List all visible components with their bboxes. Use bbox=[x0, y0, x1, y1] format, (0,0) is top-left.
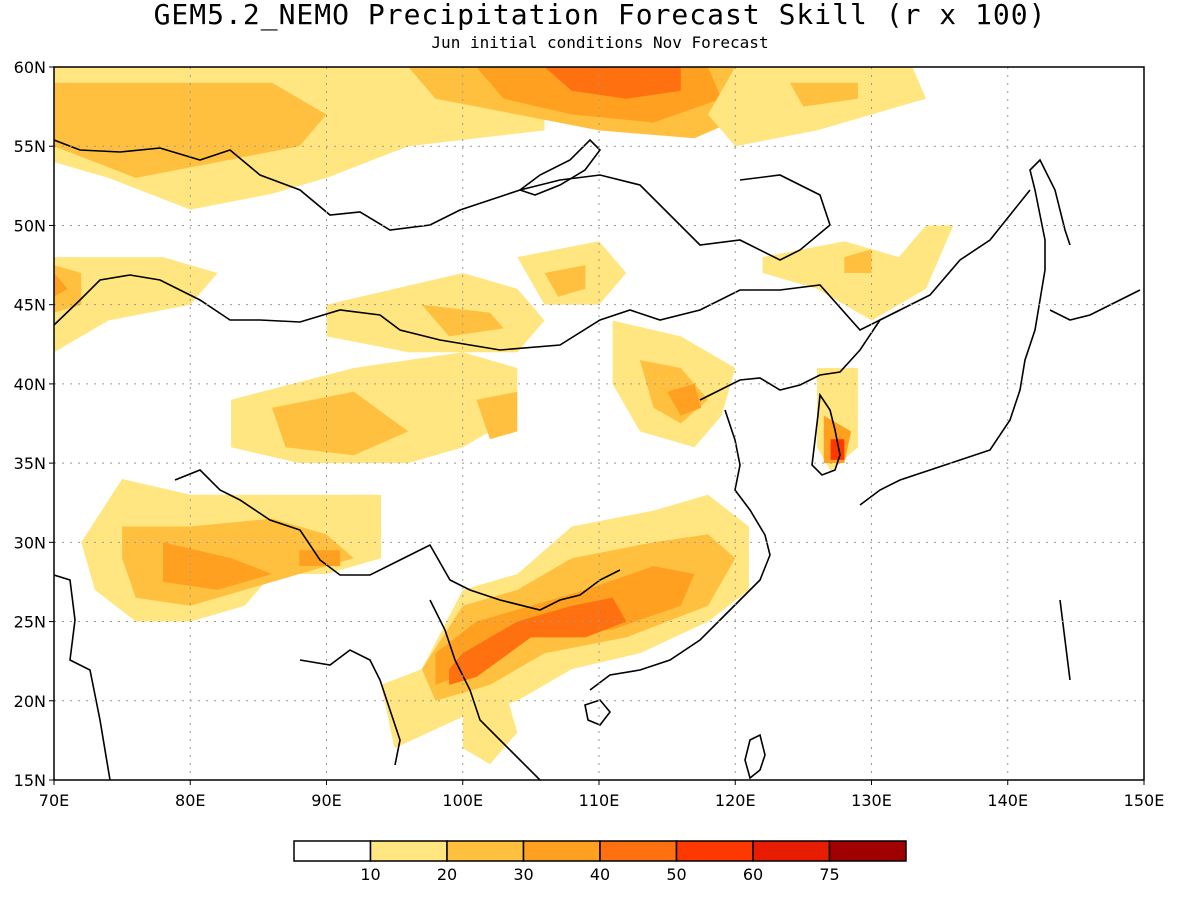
lat-tick-label: 20N bbox=[14, 692, 46, 711]
colorbar-swatch bbox=[369, 840, 448, 862]
skill-region-level-2 bbox=[421, 304, 504, 337]
skill-region-level-2 bbox=[272, 391, 409, 456]
lat-tick-label: 35N bbox=[14, 454, 46, 473]
coastline-path bbox=[518, 138, 602, 196]
colorbar-swatch bbox=[828, 840, 907, 862]
skill-region-level-2 bbox=[476, 391, 518, 440]
colorbar-label: 40 bbox=[590, 865, 610, 884]
skill-region-level-2 bbox=[54, 82, 327, 178]
colorbar-label: 30 bbox=[513, 865, 533, 884]
lat-tick-label: 25N bbox=[14, 613, 46, 632]
grid-lines bbox=[54, 67, 1144, 780]
coastline-path bbox=[1049, 289, 1141, 321]
skill-contours bbox=[54, 67, 954, 765]
skill-region-level-5 bbox=[830, 439, 845, 460]
skill-region-level-1 bbox=[708, 67, 926, 147]
colorbar-legend: 10 20 30 40 50 60 75 bbox=[293, 840, 907, 884]
skill-region-level-2 bbox=[54, 265, 82, 313]
colorbar-swatch bbox=[752, 840, 831, 862]
lat-tick-label: 15N bbox=[14, 771, 46, 790]
coastline-path bbox=[1059, 599, 1071, 681]
skill-region-level-3 bbox=[54, 273, 68, 297]
skill-region-level-4 bbox=[544, 67, 681, 99]
colorbar-swatch bbox=[293, 840, 372, 862]
coastline-path bbox=[744, 733, 766, 780]
coastline-path bbox=[811, 392, 841, 476]
skill-region-level-3 bbox=[667, 383, 702, 416]
coastline-path bbox=[54, 139, 831, 261]
colorbar-label: 20 bbox=[437, 865, 457, 884]
skill-region-level-2 bbox=[789, 82, 858, 107]
colorbar-label: 50 bbox=[666, 865, 686, 884]
colorbar-swatch bbox=[446, 840, 525, 862]
lon-tick-label: 140E bbox=[987, 791, 1028, 810]
skill-region-level-3 bbox=[163, 542, 272, 590]
lon-tick-label: 120E bbox=[715, 791, 756, 810]
coastline-path bbox=[174, 469, 621, 611]
chart-subtitle: Jun initial conditions Nov Forecast bbox=[431, 33, 769, 52]
coastline-path bbox=[429, 599, 541, 780]
lat-tick-label: 50N bbox=[14, 216, 46, 235]
colorbar-swatch bbox=[599, 840, 678, 862]
colorbar-swatch bbox=[522, 840, 601, 862]
skill-region-level-2 bbox=[844, 249, 872, 273]
chart-title: GEM5.2_NEMO Precipitation Forecast Skill… bbox=[153, 0, 1047, 31]
skill-region-level-4 bbox=[449, 597, 627, 685]
colorbar-swatch bbox=[675, 840, 754, 862]
colorbar-label: 10 bbox=[360, 865, 380, 884]
coastline-path bbox=[859, 158, 1071, 506]
lat-tick-label: 30N bbox=[14, 533, 46, 552]
axis-ticks: 70E 80E 90E 100E 110E 120E 130E 140E 150E 15N 20N 2… bbox=[14, 58, 1165, 810]
lon-tick-label: 90E bbox=[311, 791, 341, 810]
coastline-path bbox=[699, 309, 901, 401]
coastlines bbox=[54, 138, 1141, 780]
colorbar-label: 60 bbox=[743, 865, 763, 884]
lon-tick-label: 150E bbox=[1124, 791, 1165, 810]
lat-tick-label: 60N bbox=[14, 58, 46, 77]
coastline-path bbox=[584, 699, 612, 726]
skill-region-level-2 bbox=[544, 265, 586, 297]
lat-tick-label: 40N bbox=[14, 375, 46, 394]
lon-tick-label: 80E bbox=[175, 791, 205, 810]
lon-tick-label: 100E bbox=[442, 791, 483, 810]
colorbar-label: 75 bbox=[819, 865, 839, 884]
lon-tick-label: 110E bbox=[579, 791, 620, 810]
lat-tick-label: 45N bbox=[14, 296, 46, 315]
lon-tick-label: 70E bbox=[39, 791, 69, 810]
coastline-path bbox=[299, 649, 401, 766]
lat-tick-label: 55N bbox=[14, 137, 46, 156]
lon-tick-label: 130E bbox=[851, 791, 892, 810]
coastline-path bbox=[54, 574, 111, 780]
coastline-path bbox=[589, 409, 771, 691]
